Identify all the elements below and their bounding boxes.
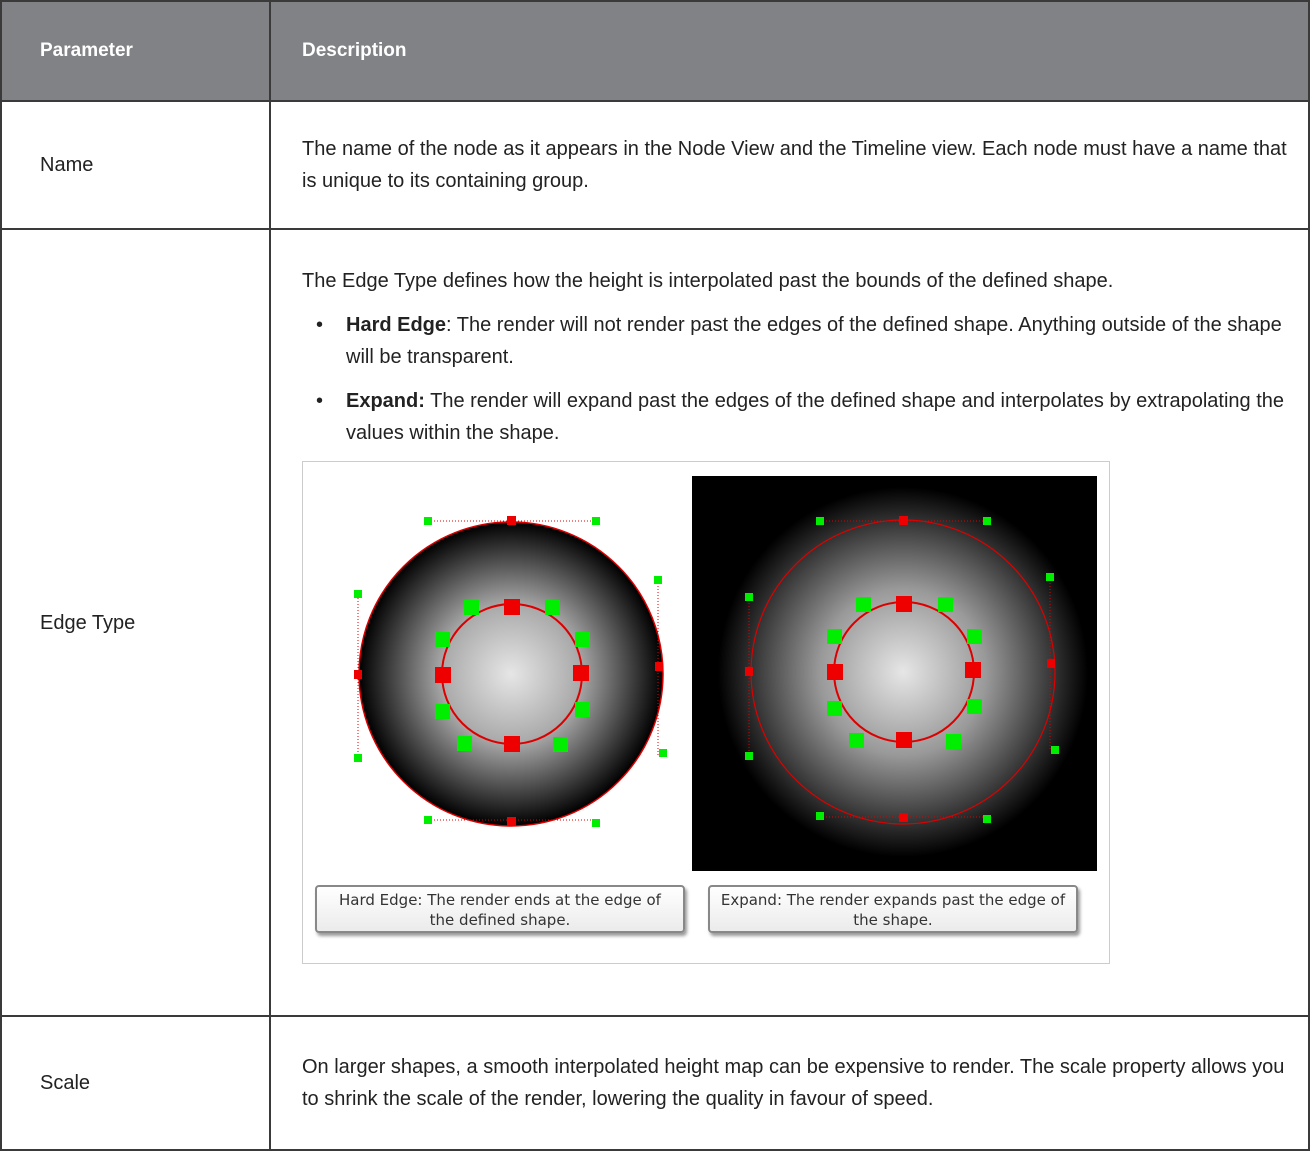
bullet-text: : The render will not render past the ed… <box>346 314 1282 368</box>
term: Expand: <box>346 390 425 412</box>
figure: Hard Edge: The render ends at the edge o… <box>302 461 1110 964</box>
header-row: Parameter Description <box>0 0 1310 102</box>
parameter-cell: Edge Type <box>0 228 271 1017</box>
row: Scale On larger shapes, a smooth interpo… <box>0 1015 1310 1151</box>
expand-image <box>692 476 1097 871</box>
bullet-list: Hard Edge: The render will not render pa… <box>302 309 1300 449</box>
hard-edge-image <box>354 516 667 827</box>
caption: Expand: The render expands past the edge… <box>708 885 1078 933</box>
description-cell: The Edge Type defines how the height is … <box>269 228 1310 1017</box>
bullet: Hard Edge: The render will not render pa… <box>316 309 1300 373</box>
term: Hard Edge <box>346 314 447 336</box>
bullet-text: The render will expand past the edges of… <box>346 390 1290 444</box>
row: Name The name of the node as it appears … <box>0 100 1310 230</box>
parameter-cell: Scale <box>0 1015 271 1151</box>
illustration <box>354 476 1097 871</box>
header-cell: Parameter <box>0 0 271 102</box>
row: Edge Type The Edge Type defines how the … <box>0 228 1310 1017</box>
caption: Hard Edge: The render ends at the edge o… <box>315 885 685 933</box>
description-cell: The name of the node as it appears in th… <box>269 100 1310 230</box>
header-cell: Description <box>269 0 1310 102</box>
description: The Edge Type defines how the height is … <box>302 270 1114 292</box>
description-cell: On larger shapes, a smooth interpolated … <box>269 1015 1310 1151</box>
parameter-cell: Name <box>0 100 271 230</box>
bullet: Expand: The render will expand past the … <box>316 385 1300 449</box>
